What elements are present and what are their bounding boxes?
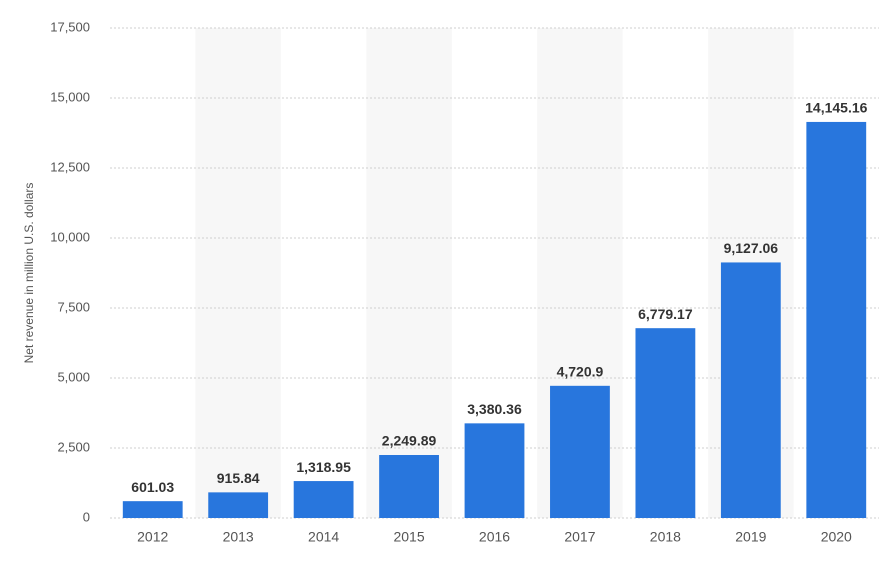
x-tick-label: 2017 xyxy=(564,529,595,545)
bar xyxy=(208,492,269,518)
y-tick-label: 15,000 xyxy=(50,89,90,104)
bar xyxy=(122,501,183,518)
column-stripe xyxy=(366,28,452,518)
y-tick-label: 17,500 xyxy=(50,19,90,34)
bar xyxy=(635,328,696,518)
value-label: 14,145.16 xyxy=(805,100,867,116)
value-label: 915.84 xyxy=(217,470,260,486)
y-tick-label: 2,500 xyxy=(57,439,90,454)
bar xyxy=(720,262,781,518)
x-tick-label: 2016 xyxy=(479,529,510,545)
x-tick-label: 2015 xyxy=(393,529,424,545)
x-tick-label: 2019 xyxy=(735,529,766,545)
bar xyxy=(293,481,354,518)
bar xyxy=(464,423,525,518)
y-tick-label: 0 xyxy=(83,509,90,524)
x-tick-label: 2013 xyxy=(223,529,254,545)
value-label: 4,720.9 xyxy=(557,364,604,380)
value-label: 9,127.06 xyxy=(724,240,779,256)
bar xyxy=(379,455,439,518)
y-tick-label: 7,500 xyxy=(57,299,90,314)
y-axis-label: Net revenue in million U.S. dollars xyxy=(22,183,36,364)
y-tick-label: 10,000 xyxy=(50,229,90,244)
bar xyxy=(806,121,867,518)
value-label: 3,380.36 xyxy=(467,401,522,417)
y-tick-label: 12,500 xyxy=(50,159,90,174)
value-label: 1,318.95 xyxy=(296,459,351,475)
x-tick-label: 2020 xyxy=(821,529,852,545)
value-label: 2,249.89 xyxy=(382,433,437,449)
value-label: 601.03 xyxy=(131,479,174,495)
value-label: 6,779.17 xyxy=(638,306,693,322)
x-tick-label: 2018 xyxy=(650,529,681,545)
y-tick-label: 5,000 xyxy=(57,369,90,384)
x-tick-label: 2012 xyxy=(137,529,168,545)
column-stripe xyxy=(195,28,281,518)
bar xyxy=(550,385,610,518)
x-tick-label: 2014 xyxy=(308,529,339,545)
